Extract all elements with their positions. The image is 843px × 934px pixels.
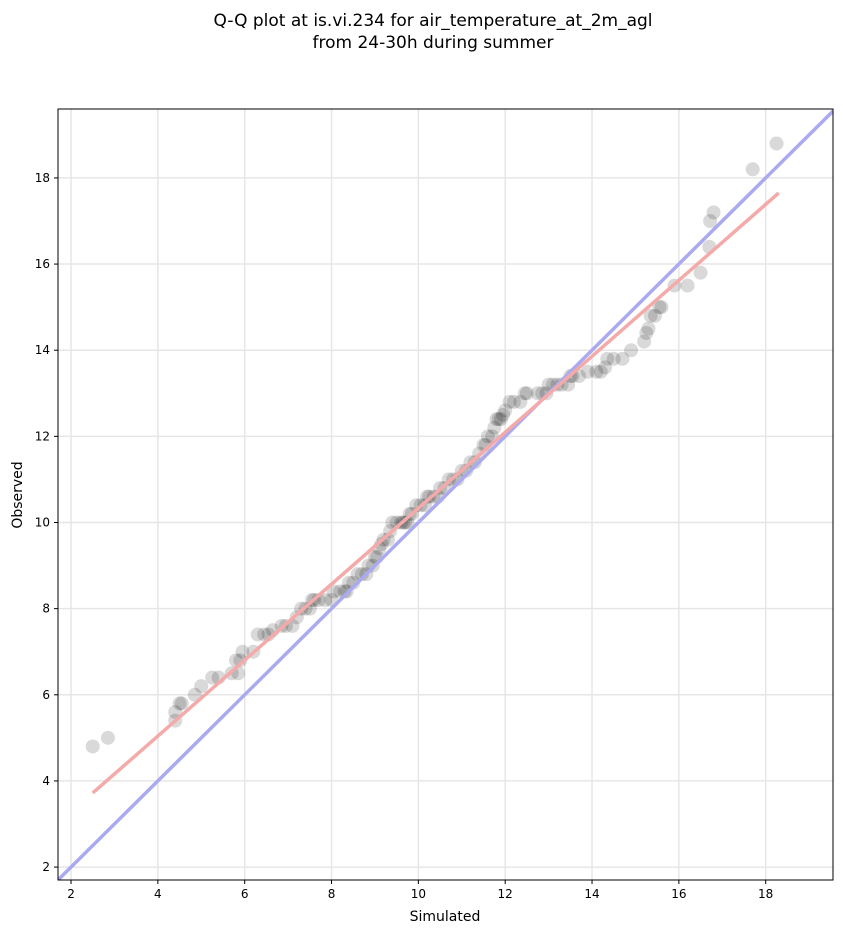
data-point [498, 403, 513, 418]
data-point [693, 265, 708, 280]
data-point [487, 420, 502, 435]
data-point [606, 351, 621, 366]
x-tick-label: 14 [584, 887, 599, 901]
data-point [624, 343, 639, 358]
data-point [326, 584, 341, 599]
data-point [493, 412, 508, 427]
data-point [187, 687, 202, 702]
data-point [580, 364, 595, 379]
data-point [235, 644, 250, 659]
data-point [374, 537, 389, 552]
data-point [172, 696, 187, 711]
x-tick-label: 6 [241, 887, 249, 901]
data-point [652, 300, 667, 315]
y-tick-label: 10 [35, 515, 50, 529]
data-point [233, 653, 248, 668]
data-point [318, 593, 333, 608]
data-point [174, 696, 189, 711]
data-point [337, 584, 352, 599]
fit-line [91, 191, 780, 795]
data-point [517, 386, 532, 401]
y-axis-label: Observed [10, 461, 26, 528]
x-tick-label: 8 [328, 887, 336, 901]
data-point [637, 334, 652, 349]
data-point [398, 515, 413, 530]
data-point [513, 394, 528, 409]
data-point [615, 351, 630, 366]
data-point [600, 351, 615, 366]
data-point [250, 627, 265, 642]
y-tick-label: 6 [42, 688, 50, 702]
data-point [346, 575, 361, 590]
y-tick-label: 18 [35, 171, 50, 185]
data-point [654, 300, 669, 315]
x-tick-label: 10 [411, 887, 426, 901]
data-point [480, 429, 495, 444]
data-point [769, 136, 784, 151]
data-point [354, 567, 369, 582]
data-point [491, 412, 506, 427]
data-point [680, 278, 695, 293]
data-point [639, 325, 654, 340]
data-point [506, 394, 521, 409]
data-point [647, 308, 662, 323]
chart-title-line2: from 24-30h during summer [313, 33, 554, 53]
data-point [85, 739, 100, 754]
reference-lines [58, 109, 833, 880]
x-tick-label: 4 [154, 887, 162, 901]
x-axis-label: Simulated [410, 909, 481, 925]
y-tick-label: 14 [35, 343, 50, 357]
identity-line [58, 109, 833, 880]
chart-title-line1: Q-Q plot at is.vi.234 for air_temperatur… [213, 11, 652, 31]
y-tick-label: 12 [35, 429, 50, 443]
data-point [641, 321, 656, 336]
y-tick-label: 8 [42, 602, 50, 616]
data-point [589, 364, 604, 379]
data-point [703, 213, 718, 228]
data-point [593, 364, 608, 379]
x-tick-label: 16 [671, 887, 686, 901]
data-point [598, 360, 613, 375]
y-tick-label: 2 [42, 860, 50, 874]
data-point [745, 162, 760, 177]
x-tick-label: 2 [67, 887, 75, 901]
data-point [100, 730, 115, 745]
data-point [706, 205, 721, 220]
data-point [420, 489, 435, 504]
data-point [467, 455, 482, 470]
data-point [519, 386, 534, 401]
grid [58, 109, 833, 880]
y-tick-label: 16 [35, 257, 50, 271]
data-point [530, 386, 545, 401]
data-point [205, 670, 220, 685]
data-point [417, 498, 432, 513]
axis-ticks: 2 4 6 8 10 12 14 16 18 2 4 6 8 10 12 14 16 18 [35, 171, 774, 901]
x-tick-label: 18 [758, 887, 773, 901]
y-tick-label: 4 [42, 774, 50, 788]
x-tick-label: 12 [498, 887, 513, 901]
data-point [194, 679, 209, 694]
data-point [502, 394, 517, 409]
data-point [496, 407, 511, 422]
data-point [489, 412, 504, 427]
plot-frame [57, 108, 834, 881]
data-point [643, 308, 658, 323]
